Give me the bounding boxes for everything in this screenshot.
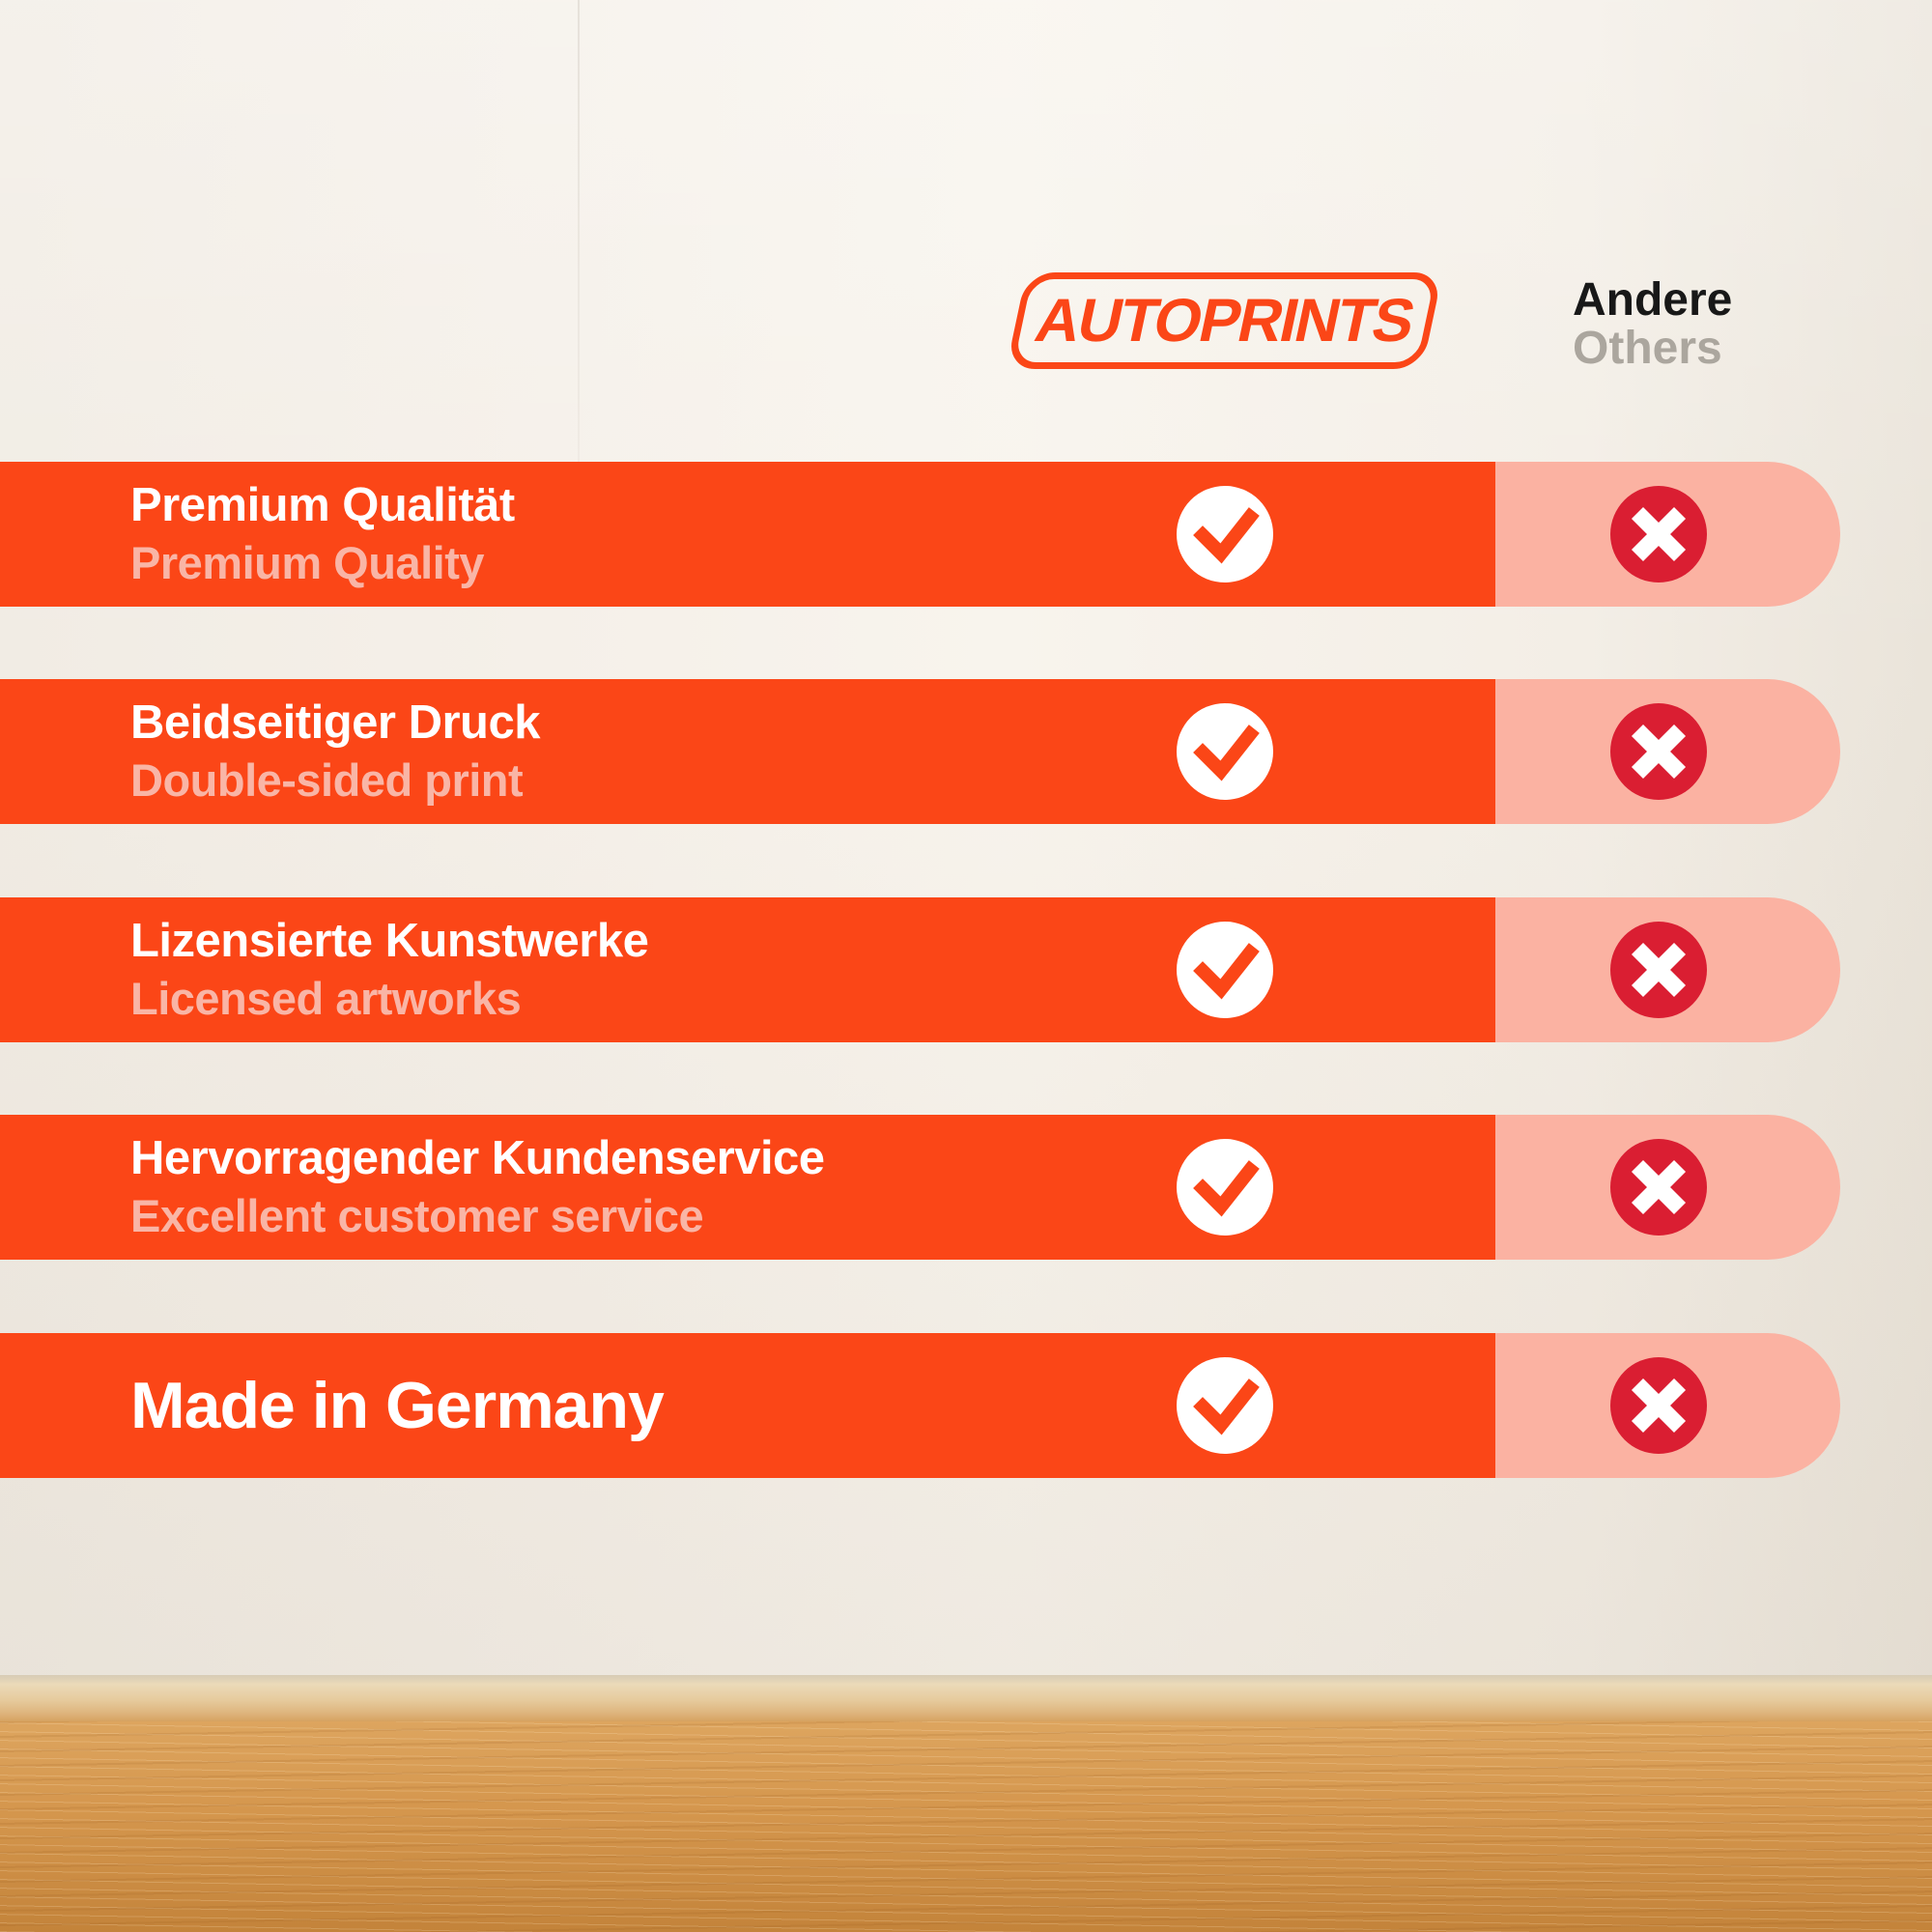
comparison-row: Lizensierte Kunstwerke Licensed artworks xyxy=(0,897,1932,1042)
feature-title-german: Beidseitiger Druck xyxy=(130,696,541,750)
feature-title-german: Hervorragender Kundenservice xyxy=(130,1132,825,1185)
check-icon xyxy=(1177,1139,1273,1236)
row-text: Beidseitiger Druck Double-sided print xyxy=(130,679,541,824)
check-icon xyxy=(1177,922,1273,1018)
comparison-row: Made in Germany xyxy=(0,1333,1932,1478)
cross-icon xyxy=(1610,1357,1707,1454)
comparison-row: Beidseitiger Druck Double-sided print xyxy=(0,679,1932,824)
check-icon xyxy=(1177,1357,1273,1454)
check-icon xyxy=(1177,486,1273,582)
feature-title-english: Licensed artworks xyxy=(130,973,522,1025)
check-icon xyxy=(1177,703,1273,800)
baseboard xyxy=(0,1675,1932,1721)
competitor-title-english: Others xyxy=(1573,323,1722,374)
autoprints-logo-text: AUTOPRINTS xyxy=(1029,286,1420,355)
feature-title-english: Premium Quality xyxy=(130,537,484,589)
wall-seam-line xyxy=(578,0,580,464)
wood-floor xyxy=(0,1721,1932,1932)
row-text: Premium Qualität Premium Quality xyxy=(130,462,515,607)
feature-title-english: Double-sided print xyxy=(130,754,524,807)
autoprints-logo: AUTOPRINTS xyxy=(1006,272,1443,369)
cross-icon xyxy=(1610,922,1707,1018)
row-text: Made in Germany xyxy=(130,1333,665,1478)
competitor-title-german: Andere xyxy=(1573,274,1733,326)
cross-icon xyxy=(1610,486,1707,582)
cross-icon xyxy=(1610,703,1707,800)
comparison-row: Premium Qualität Premium Quality xyxy=(0,462,1932,607)
feature-title-german: Premium Qualität xyxy=(130,479,515,532)
feature-title-german: Lizensierte Kunstwerke xyxy=(130,915,649,968)
row-text: Lizensierte Kunstwerke Licensed artworks xyxy=(130,897,649,1042)
cross-icon xyxy=(1610,1139,1707,1236)
comparison-row: Hervorragender Kundenservice Excellent c… xyxy=(0,1115,1932,1260)
competitor-column-header: Andere Others xyxy=(1573,276,1732,373)
row-text: Hervorragender Kundenservice Excellent c… xyxy=(130,1115,825,1260)
feature-title-english: Excellent customer service xyxy=(130,1190,704,1242)
feature-title-german: Made in Germany xyxy=(130,1368,665,1442)
